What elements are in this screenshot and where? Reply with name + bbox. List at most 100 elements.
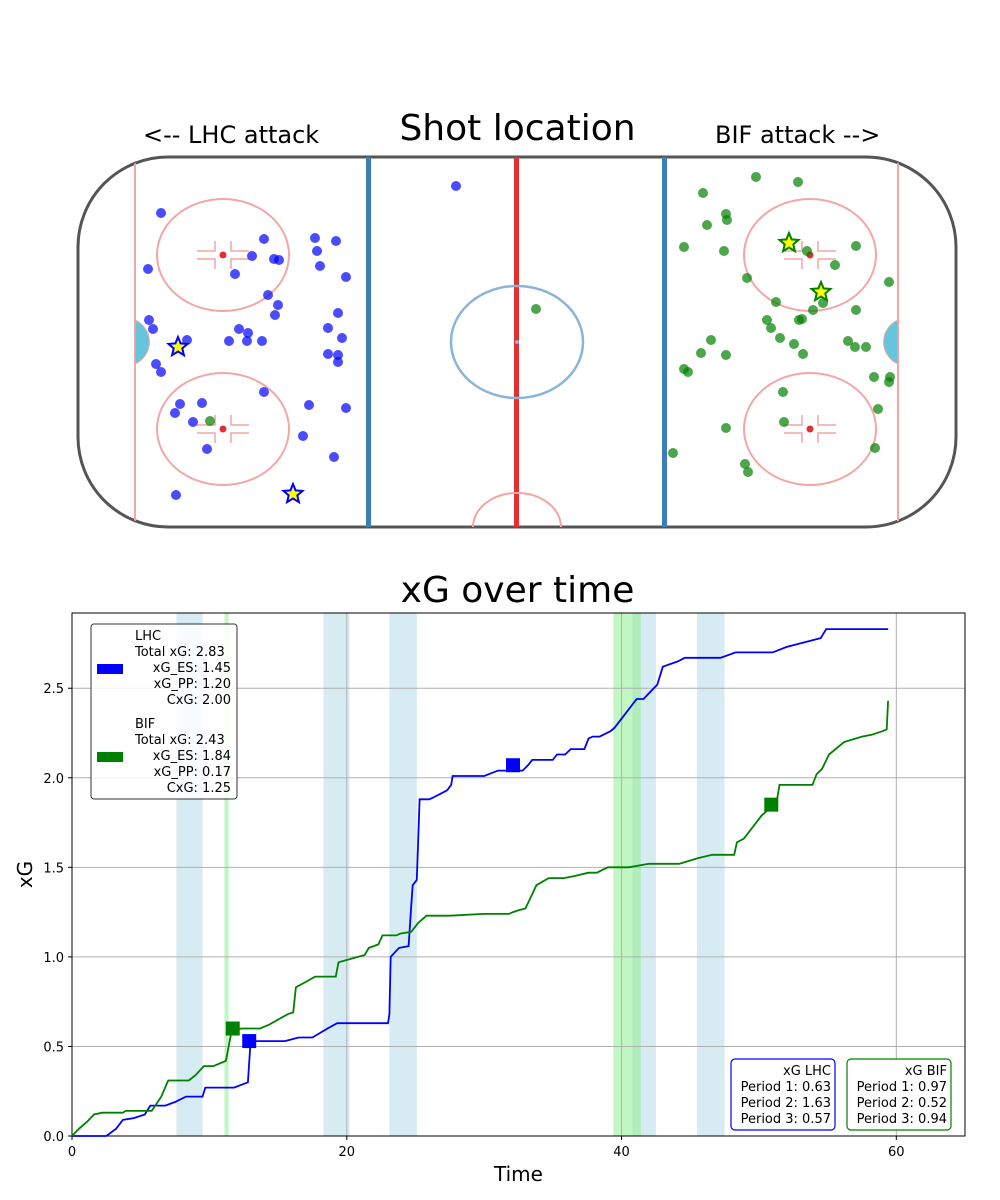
period-box-text: Period 1: 0.63 [741, 1080, 831, 1095]
lhc-shot [274, 255, 284, 265]
bif-shot [779, 417, 789, 427]
referee-crease [472, 492, 562, 527]
lhc-shot [182, 335, 192, 345]
y-tick-label: 2.5 [43, 682, 64, 697]
legend-text: Total xG: 2.43 [134, 733, 225, 748]
penalty-bands [176, 613, 725, 1136]
lhc-shot [273, 300, 283, 310]
bif-shot [762, 315, 772, 325]
period-box-text: Period 3: 0.94 [857, 1112, 947, 1127]
period-box-text: Period 2: 0.52 [857, 1096, 947, 1111]
marker-lhc [242, 1034, 257, 1049]
bif-shot [789, 339, 799, 349]
y-tick-label: 0.0 [43, 1130, 64, 1145]
lhc-shot [323, 323, 333, 333]
bif-shot [721, 423, 731, 433]
bif-shot [722, 215, 732, 225]
lhc-shot [333, 308, 343, 318]
lhc-shot [310, 233, 320, 243]
lhc-shot [197, 398, 207, 408]
bif-shot [771, 297, 781, 307]
lhc-shot [143, 264, 153, 274]
bif-shot [775, 333, 785, 343]
lhc-shot [341, 272, 351, 282]
bif-shot [843, 336, 853, 346]
crease-left [134, 319, 150, 365]
legend-text: LHC [135, 629, 161, 644]
legend-text: xG_PP: 1.20 [154, 677, 231, 692]
legend-text: CxG: 2.00 [167, 693, 231, 708]
faceoff-dot [219, 425, 227, 433]
powerplay-band-blue [323, 613, 350, 1136]
legend-swatch-lhc [97, 664, 123, 674]
period-box-text: Period 1: 0.97 [857, 1080, 947, 1095]
legend-text: xG_PP: 0.17 [154, 765, 231, 780]
legend-text: Total xG: 2.83 [134, 645, 225, 660]
period-box-text: xG LHC [783, 1064, 831, 1079]
bif-shot [205, 416, 215, 426]
bif-shot [696, 348, 706, 358]
faceoff-hashmarks [197, 415, 249, 443]
bif-shot [830, 260, 840, 270]
lhc-shot [337, 333, 347, 343]
lhc-shot [333, 350, 343, 360]
legend-swatch-bif [97, 752, 123, 762]
bif-shot [742, 273, 752, 283]
lhc-shot [257, 336, 267, 346]
lhc-shot [247, 251, 257, 261]
bif-shot [802, 246, 812, 256]
bif-shot [706, 335, 716, 345]
faceoff-dot [219, 251, 227, 259]
legend-text: xG_ES: 1.45 [153, 661, 231, 676]
blue-line-right [662, 157, 667, 527]
lhc-shot [259, 234, 269, 244]
marker-lhc [506, 758, 521, 773]
y-tick-label: 2.0 [43, 772, 64, 787]
bif-shot [794, 315, 804, 325]
y-tick-label: 0.5 [43, 1040, 64, 1055]
rink-surface [76, 155, 958, 529]
bif-shot [766, 323, 776, 333]
bif-shot [683, 367, 693, 377]
lhc-shot [323, 349, 333, 359]
xg-chart: 0 20 40 600.00.51.01.52.02.5 Time xG LHCTot… [13, 612, 966, 1186]
faceoff-circles [156, 198, 877, 486]
faceoff-circle [156, 372, 290, 486]
bif-shot [808, 305, 818, 315]
lhc-shot [298, 431, 308, 441]
x-tick-label: 60 [888, 1145, 905, 1160]
crease-right [883, 319, 899, 365]
bif-shot [793, 177, 803, 187]
bif-goal-star [809, 279, 833, 303]
goal-stars [166, 230, 833, 505]
lhc-shot [156, 367, 166, 377]
bif-shot [869, 372, 879, 382]
powerplay-band-blue [697, 613, 725, 1136]
bif-shot [798, 349, 808, 359]
bif-attack-label: BIF attack --> [715, 121, 881, 149]
faceoff-hashmarks [784, 415, 836, 443]
faceoff-hashmarks [197, 241, 249, 269]
bif-shot [668, 448, 678, 458]
y-tick-label: 1.5 [43, 861, 64, 876]
x-axis-label: Time [493, 1162, 543, 1186]
powerplay-band-blue [389, 613, 417, 1136]
lhc-shot [144, 315, 154, 325]
period-box-text: Period 3: 0.57 [741, 1112, 831, 1127]
bif-shot [884, 377, 894, 387]
lhc-shot [341, 403, 351, 413]
lhc-shot [263, 290, 273, 300]
blue-line-left [366, 157, 371, 527]
bif-shots [205, 172, 895, 477]
lhc-shot [451, 181, 461, 191]
center-circle [449, 284, 585, 400]
lhc-shot [224, 336, 234, 346]
series-line-lhc [72, 628, 889, 1137]
period-box-bif [846, 1058, 952, 1131]
lhc-shot [333, 357, 343, 367]
faceoff-dot [806, 425, 814, 433]
period-box-text: xG BIF [905, 1064, 947, 1079]
marker-bif [225, 1021, 240, 1036]
